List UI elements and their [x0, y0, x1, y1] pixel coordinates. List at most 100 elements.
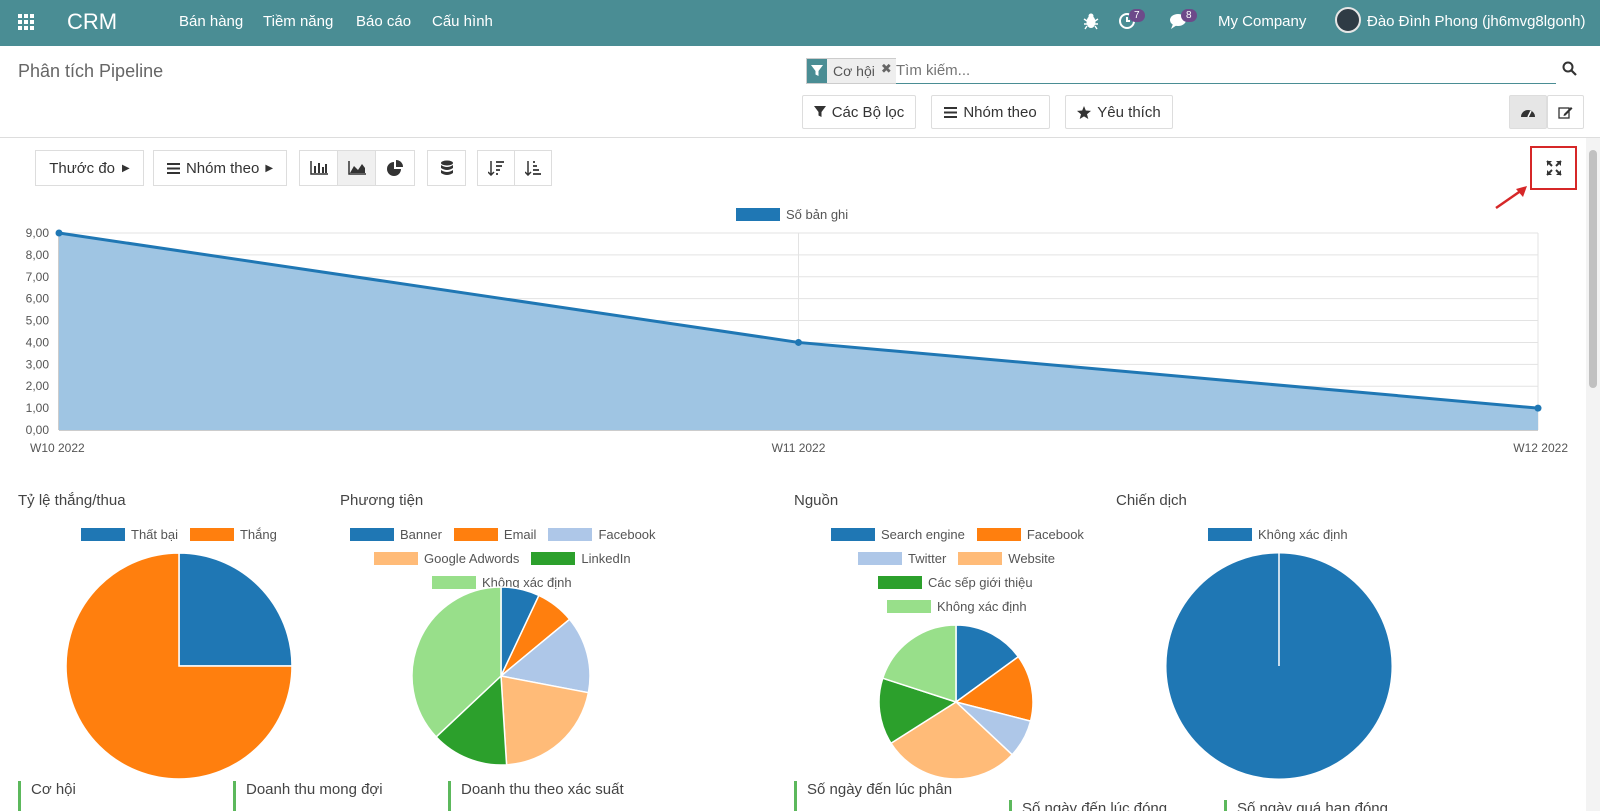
search-facet: Cơ hội ✖: [806, 58, 899, 84]
legend-item[interactable]: Website: [958, 551, 1055, 566]
legend-item[interactable]: Search engine: [831, 527, 965, 542]
area-fill: [59, 233, 1538, 430]
menu-tiem-nang[interactable]: Tiềm năng: [263, 13, 334, 30]
dashboard-view-button[interactable]: [1509, 95, 1547, 129]
legend-item[interactable]: Không xác định: [887, 599, 1027, 614]
pie-slice[interactable]: [411, 586, 502, 738]
legend-swatch: [548, 528, 593, 541]
pie-slice[interactable]: [889, 701, 1014, 780]
legend-label: Twitter: [908, 551, 947, 566]
search-icon[interactable]: [1562, 61, 1577, 76]
menu-cau-hinh[interactable]: Cấu hình: [432, 13, 493, 30]
y-tick-label: 8,00: [26, 248, 50, 262]
measures-dropdown[interactable]: Thước đo ▶: [35, 150, 144, 186]
legend-label: Email: [503, 527, 537, 542]
legend-item[interactable]: Google Adwords: [374, 551, 519, 566]
y-tick-label: 0,00: [26, 423, 50, 437]
menu-bao-cao[interactable]: Báo cáo: [356, 13, 412, 30]
pipeline-area-chart: 0,00 1,00 2,00 3,00 4,00 5,00 6,00 7,00 8,00 9,00…: [26, 226, 1569, 455]
app-brand[interactable]: CRM: [67, 9, 118, 34]
pie-slice[interactable]: [499, 618, 591, 694]
bar-chart-button[interactable]: [299, 150, 338, 186]
legend-swatch: [531, 552, 576, 565]
user-avatar[interactable]: [1335, 7, 1361, 33]
legend-swatch: [1208, 528, 1252, 541]
y-tick-label: 3,00: [26, 357, 50, 371]
pie-3: [878, 624, 1034, 780]
graph-groupby-label: Nhóm theo: [185, 159, 260, 177]
edit-view-button[interactable]: [1547, 95, 1584, 129]
caret-right-icon: ▶: [122, 162, 130, 174]
x-tick-label: W10 2022: [30, 441, 85, 455]
legend-swatch: [81, 528, 125, 541]
sort-descending-button[interactable]: [477, 150, 515, 186]
kpi-prorated-revenue[interactable]: Doanh thu theo xác suất: [448, 781, 688, 811]
legend-label: Không xác định: [937, 599, 1027, 614]
groupby-button[interactable]: Nhóm theo: [931, 95, 1050, 129]
legend-swatch: [736, 208, 780, 221]
pie-slice[interactable]: [65, 552, 293, 780]
facet-value: Cơ hội: [833, 63, 875, 79]
page-scrollbar[interactable]: [1586, 138, 1600, 811]
pie-slice[interactable]: [500, 675, 590, 766]
legend-item[interactable]: Không xác định: [1208, 527, 1348, 542]
annotation-arrow-icon: [1495, 186, 1527, 210]
area-point[interactable]: [795, 338, 802, 346]
pie-slice[interactable]: [954, 655, 1034, 723]
filter-icon: [813, 106, 826, 117]
kpi-expected-revenue[interactable]: Doanh thu mong đợi: [233, 781, 443, 811]
facet-remove-icon[interactable]: ✖: [880, 61, 892, 76]
legend-label: Không xác định: [482, 575, 572, 590]
search-input[interactable]: [896, 58, 1556, 84]
legend-item[interactable]: Số bản ghi: [736, 207, 848, 222]
legend-item[interactable]: Thất bại: [81, 527, 178, 542]
y-tick-label: 2,00: [26, 379, 50, 393]
scrollbar-thumb[interactable]: [1589, 150, 1597, 388]
pie-chart-button[interactable]: [375, 150, 415, 186]
area-point[interactable]: [1534, 404, 1542, 412]
graph-groupby-dropdown[interactable]: Nhóm theo ▶: [153, 150, 287, 186]
menu-ban-hang[interactable]: Bán hàng: [179, 13, 244, 30]
legend-label: Search engine: [881, 527, 965, 542]
pie-2: [411, 586, 591, 766]
debug-bug-icon[interactable]: [1083, 12, 1099, 30]
legend-item[interactable]: Banner: [350, 527, 442, 542]
kpi-days-overdue[interactable]: Số ngày quá hạn đóng: [1224, 800, 1424, 811]
line-chart-button[interactable]: [337, 150, 376, 186]
pie-title-win-loss: Tỷ lệ thắng/thua: [18, 492, 126, 509]
y-tick-label: 6,00: [26, 292, 50, 306]
activity-count-badge: 7: [1129, 9, 1145, 22]
fullscreen-toggle-button[interactable]: [1530, 146, 1577, 190]
legend-item[interactable]: Facebook: [976, 527, 1084, 542]
pie-legend-medium-row2: Google Adwords LinkedIn: [374, 551, 643, 566]
legend-item[interactable]: LinkedIn: [531, 551, 631, 566]
kpi-days-to-assign[interactable]: Số ngày đến lúc phân: [794, 781, 1004, 811]
legend-item[interactable]: Các sếp giới thiệu: [878, 575, 1033, 590]
pie-slice[interactable]: [878, 677, 958, 745]
legend-item[interactable]: Không xác định: [432, 575, 572, 590]
sort-asc-icon: [525, 161, 541, 176]
user-menu[interactable]: Đào Đình Phong (jh6mvg8lgonh): [1367, 13, 1586, 30]
pie-1: [65, 552, 293, 780]
filters-button[interactable]: Các Bộ lọc: [802, 95, 916, 129]
legend-item[interactable]: Email: [453, 527, 537, 542]
legend-item[interactable]: Thắng: [189, 527, 277, 542]
kpi-opportunities[interactable]: Cơ hội: [18, 781, 228, 811]
pie-legend-medium-row1: Banner Email Facebook: [350, 527, 668, 542]
pie-slice[interactable]: [435, 674, 508, 766]
sort-ascending-button[interactable]: [514, 150, 552, 186]
company-switcher[interactable]: My Company: [1218, 13, 1307, 30]
legend-item[interactable]: Twitter: [858, 551, 946, 566]
stacked-button[interactable]: [427, 150, 466, 186]
kpi-days-to-close[interactable]: Số ngày đến lúc đóng: [1009, 800, 1209, 811]
legend-label: Facebook: [1026, 527, 1084, 542]
database-stack-icon: [440, 160, 453, 175]
pie-slice[interactable]: [955, 624, 1020, 704]
favorites-button[interactable]: Yêu thích: [1065, 95, 1173, 129]
legend-item[interactable]: Facebook: [548, 527, 656, 542]
pie-slice[interactable]: [881, 624, 957, 704]
apps-menu-icon[interactable]: [18, 14, 34, 30]
pie-slice[interactable]: [178, 552, 293, 667]
area-point[interactable]: [55, 229, 63, 237]
legend-swatch: [887, 600, 931, 613]
